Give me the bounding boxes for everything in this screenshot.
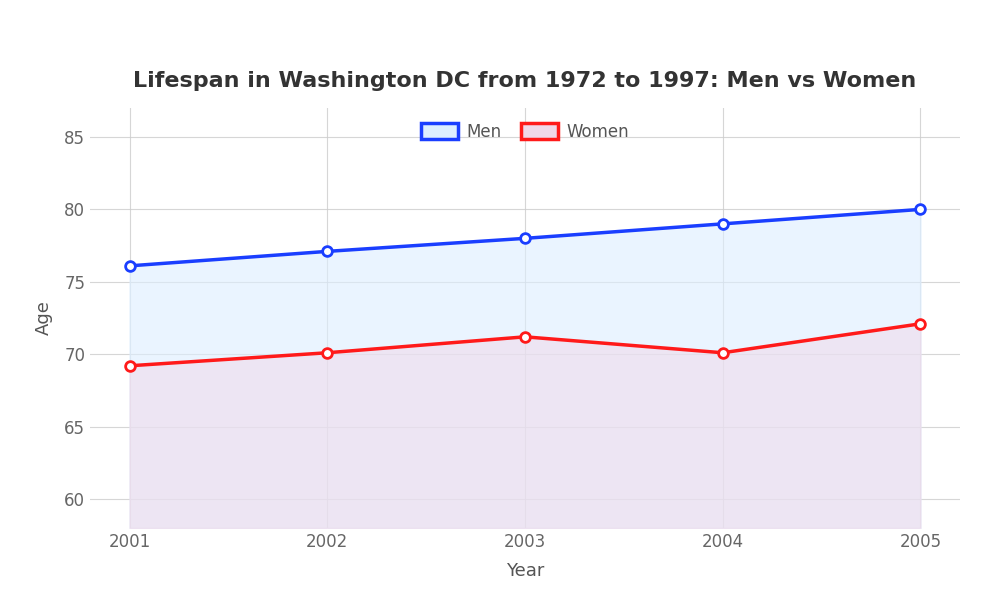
Title: Lifespan in Washington DC from 1972 to 1997: Men vs Women: Lifespan in Washington DC from 1972 to 1… [133, 71, 917, 91]
Legend: Men, Women: Men, Women [414, 116, 636, 148]
Y-axis label: Age: Age [35, 301, 53, 335]
X-axis label: Year: Year [506, 562, 544, 580]
